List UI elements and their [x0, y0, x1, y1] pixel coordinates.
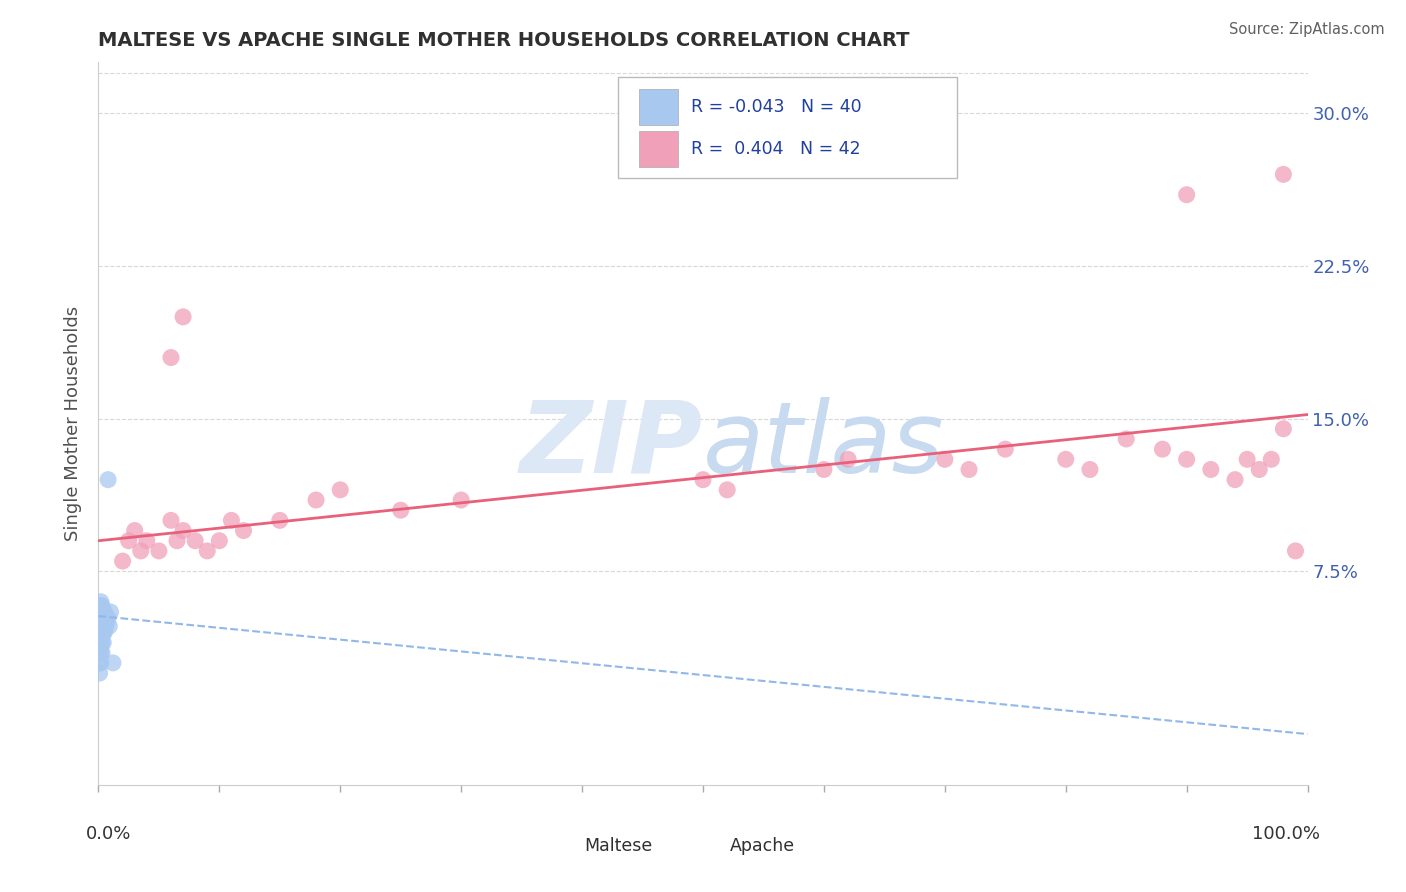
Point — [89, 656, 111, 670]
Point — [221, 513, 243, 527]
Point — [166, 533, 188, 548]
Point — [91, 615, 114, 629]
Point — [1272, 422, 1295, 436]
Point — [93, 605, 115, 619]
Point — [93, 615, 115, 629]
Point — [160, 351, 183, 365]
Point — [129, 544, 152, 558]
Point — [89, 611, 111, 625]
Point — [118, 533, 141, 548]
Point — [91, 635, 114, 649]
Point — [329, 483, 352, 497]
Point — [98, 619, 121, 633]
Point — [1223, 473, 1246, 487]
Point — [90, 632, 112, 646]
Point — [91, 605, 114, 619]
Point — [837, 452, 859, 467]
Text: 0.0%: 0.0% — [86, 825, 132, 843]
Point — [91, 635, 114, 649]
Point — [89, 625, 111, 640]
Point — [91, 646, 114, 660]
Point — [124, 524, 146, 538]
Point — [97, 473, 120, 487]
Text: Maltese: Maltese — [585, 838, 652, 855]
Text: MALTESE VS APACHE SINGLE MOTHER HOUSEHOLDS CORRELATION CHART: MALTESE VS APACHE SINGLE MOTHER HOUSEHOL… — [98, 30, 910, 50]
Text: ZIP: ZIP — [520, 397, 703, 494]
Point — [1249, 462, 1271, 476]
Point — [813, 462, 835, 476]
Point — [692, 473, 714, 487]
Point — [1175, 187, 1198, 202]
Point — [91, 625, 114, 640]
Point — [450, 493, 472, 508]
FancyBboxPatch shape — [551, 833, 578, 859]
Point — [148, 544, 170, 558]
Point — [90, 640, 112, 654]
FancyBboxPatch shape — [697, 833, 724, 859]
Point — [97, 611, 120, 625]
Point — [389, 503, 412, 517]
FancyBboxPatch shape — [619, 77, 957, 178]
Point — [1152, 442, 1174, 457]
Point — [90, 615, 112, 629]
Point — [195, 544, 218, 558]
Point — [91, 625, 114, 640]
Point — [89, 666, 111, 681]
Point — [716, 483, 738, 497]
Point — [1236, 452, 1258, 467]
Point — [1272, 167, 1295, 181]
Text: R = -0.043   N = 40: R = -0.043 N = 40 — [690, 98, 862, 116]
Point — [90, 656, 112, 670]
Point — [90, 625, 112, 640]
Point — [90, 595, 112, 609]
Y-axis label: Single Mother Households: Single Mother Households — [65, 306, 83, 541]
Point — [1260, 452, 1282, 467]
Point — [1115, 432, 1137, 446]
Point — [160, 513, 183, 527]
Text: R =  0.404   N = 42: R = 0.404 N = 42 — [690, 140, 860, 158]
Point — [90, 605, 112, 619]
Point — [1054, 452, 1077, 467]
Point — [94, 611, 117, 625]
Point — [94, 619, 117, 633]
Point — [1284, 544, 1306, 558]
Point — [89, 605, 111, 619]
Text: 100.0%: 100.0% — [1251, 825, 1320, 843]
Point — [93, 625, 115, 640]
Point — [111, 554, 134, 568]
Point — [305, 493, 328, 508]
FancyBboxPatch shape — [638, 131, 678, 167]
Point — [172, 310, 194, 324]
Point — [91, 611, 114, 625]
Text: Apache: Apache — [730, 838, 794, 855]
Text: atlas: atlas — [703, 397, 945, 494]
Point — [89, 640, 111, 654]
Point — [89, 635, 111, 649]
Point — [1078, 462, 1101, 476]
Point — [172, 524, 194, 538]
Point — [90, 599, 112, 613]
Point — [89, 646, 111, 660]
Point — [957, 462, 980, 476]
Point — [91, 599, 114, 613]
Point — [1199, 462, 1222, 476]
Point — [934, 452, 956, 467]
Point — [96, 615, 118, 629]
Point — [135, 533, 157, 548]
Point — [184, 533, 207, 548]
Point — [89, 632, 111, 646]
Point — [208, 533, 231, 548]
Point — [100, 605, 122, 619]
Point — [101, 656, 124, 670]
Point — [89, 621, 111, 635]
Point — [89, 615, 111, 629]
Point — [91, 619, 114, 633]
Text: Source: ZipAtlas.com: Source: ZipAtlas.com — [1229, 22, 1385, 37]
Point — [232, 524, 254, 538]
FancyBboxPatch shape — [638, 89, 678, 125]
Point — [269, 513, 291, 527]
Point — [1175, 452, 1198, 467]
Point — [90, 646, 112, 660]
Point — [994, 442, 1017, 457]
